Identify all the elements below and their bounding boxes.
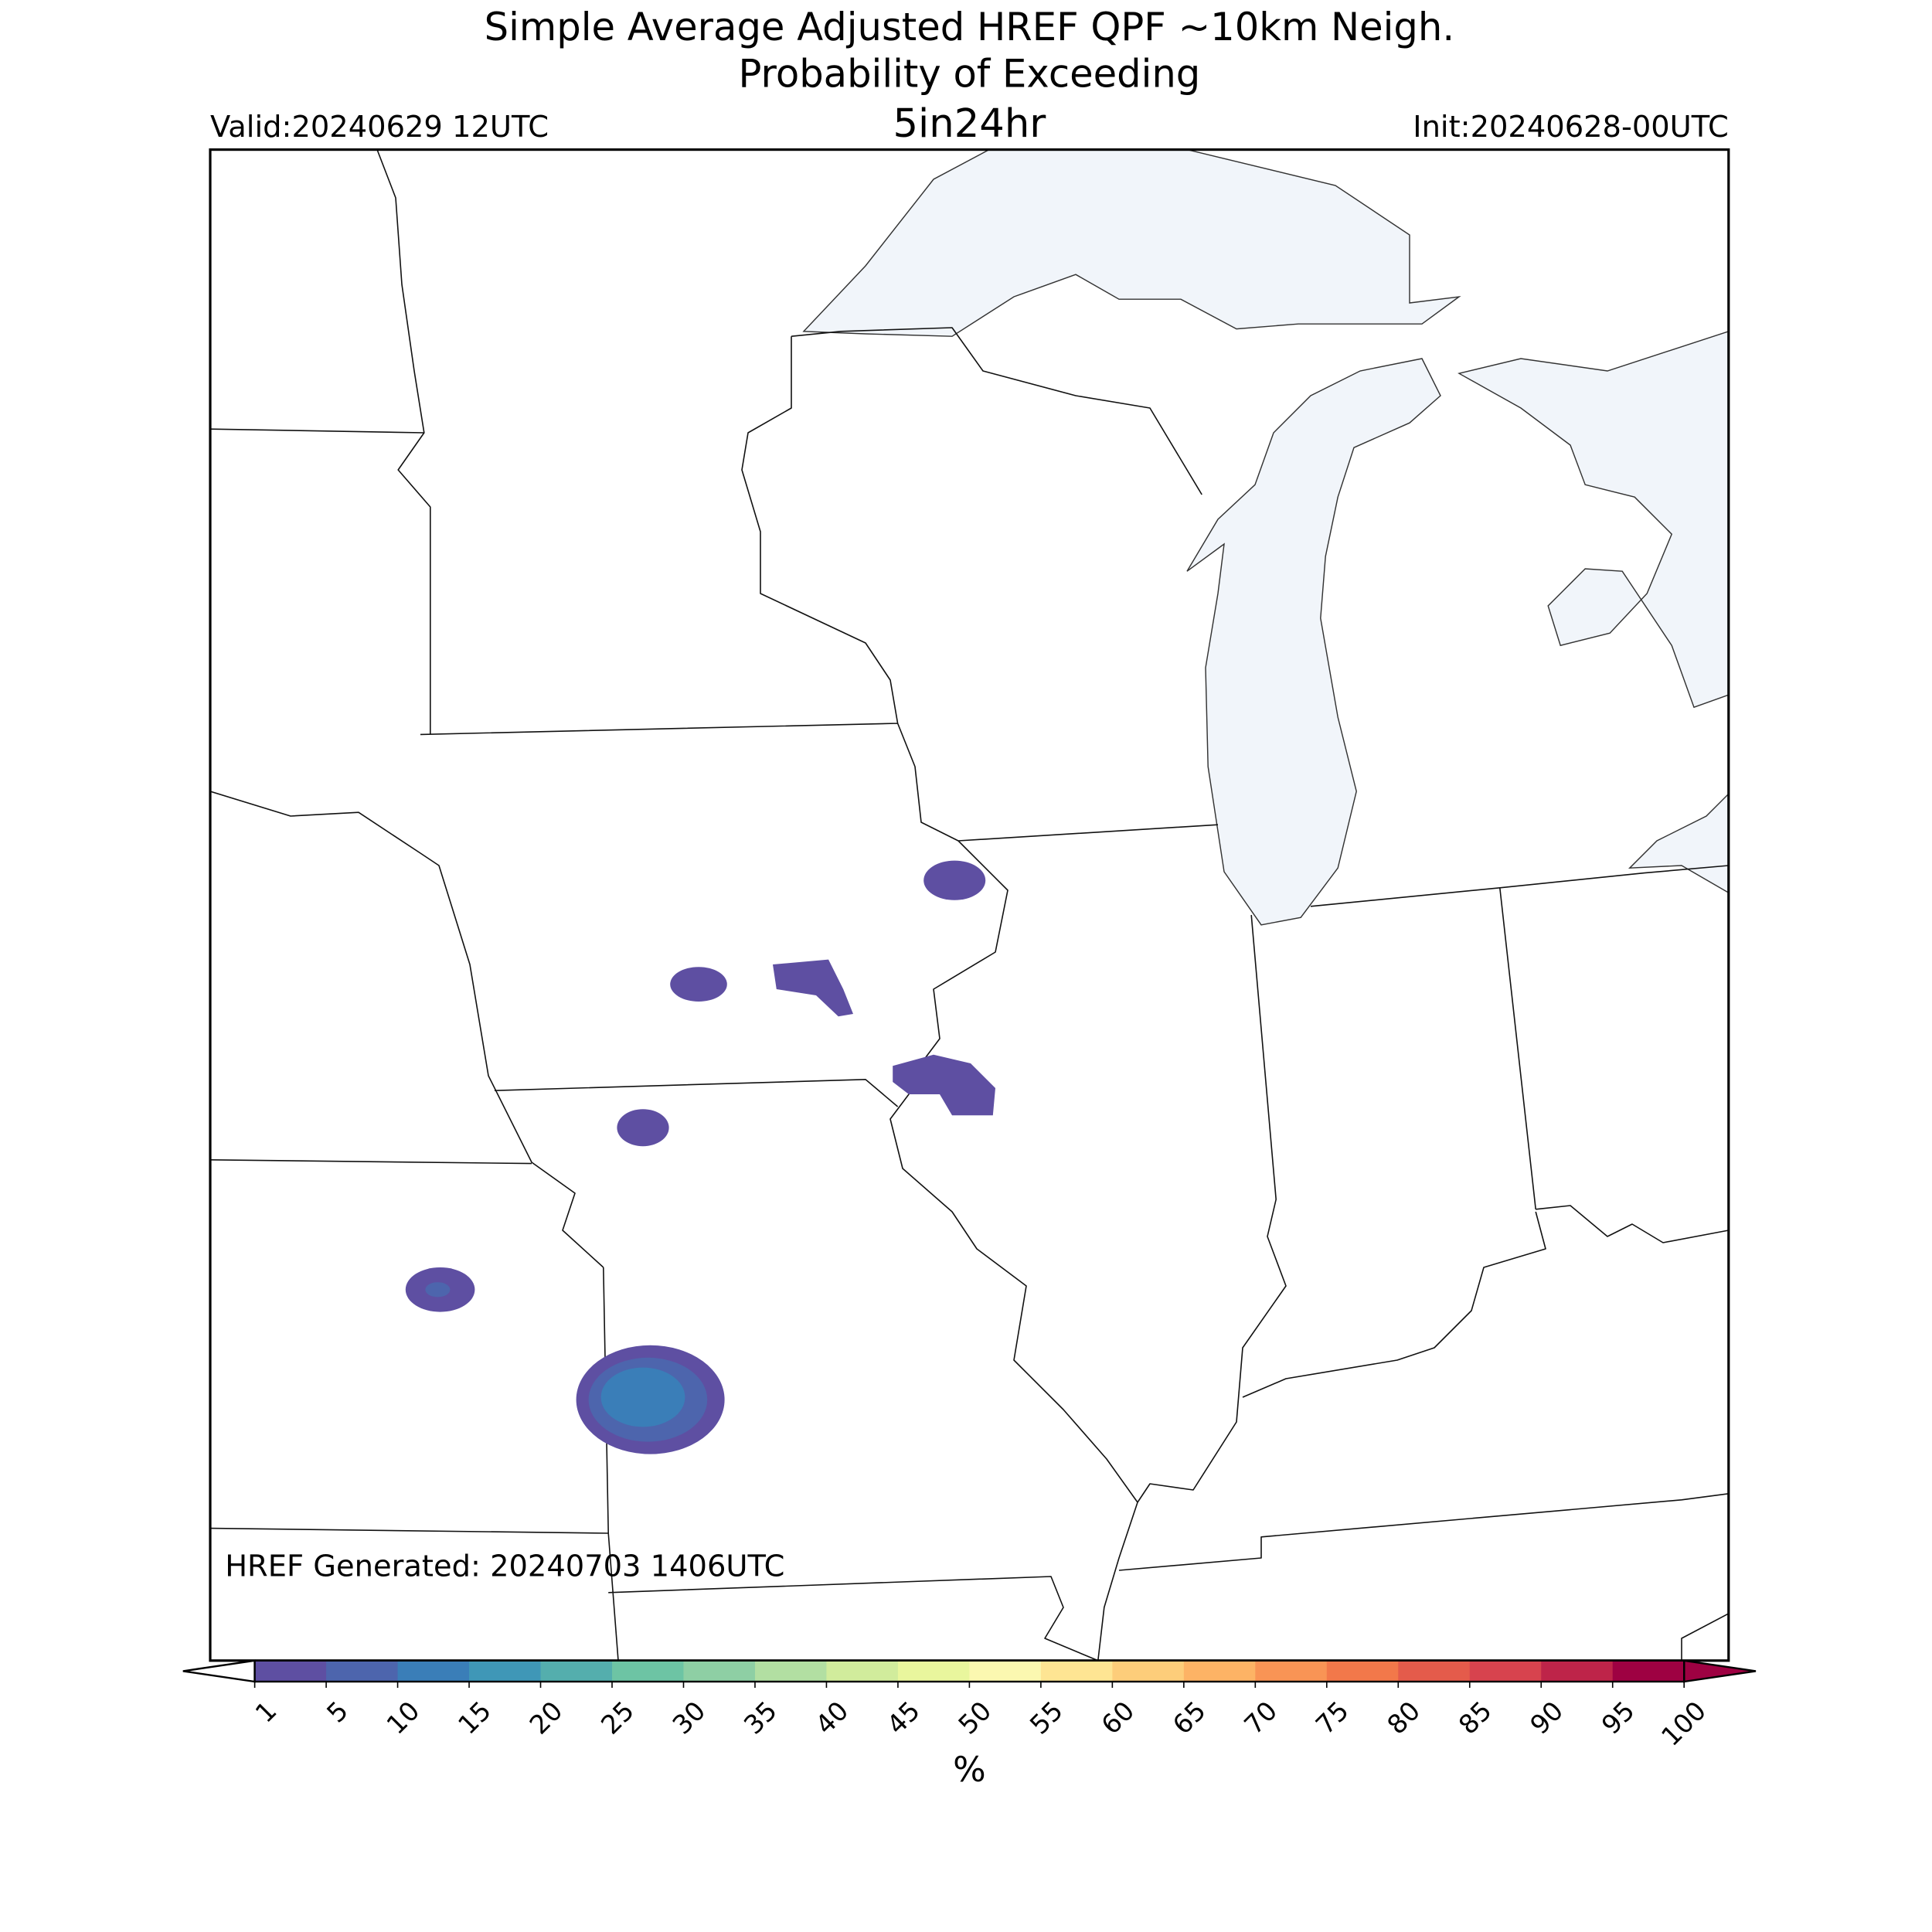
colorbar-tick-label: 5 bbox=[321, 1696, 354, 1729]
init-time: Init:20240628-00UTC bbox=[1413, 110, 1729, 145]
colorbar-tick-label: 95 bbox=[1596, 1696, 1641, 1740]
colorbar-segment bbox=[612, 1660, 685, 1682]
colorbar-tick-label: 20 bbox=[524, 1696, 569, 1740]
threshold: 5in24hr bbox=[893, 100, 1046, 147]
lake-huron bbox=[1458, 331, 1729, 709]
colorbar-segment bbox=[754, 1660, 828, 1682]
colorbar-tick-label: 60 bbox=[1096, 1696, 1141, 1740]
colorbar: 1 5 10 15 20 25 30 35 40 45 50 55 60 65 70 75 80 85 90 95 10… bbox=[182, 1659, 1757, 1752]
state-borders bbox=[210, 149, 1729, 1661]
colorbar-segment bbox=[683, 1660, 756, 1682]
colorbar-tick-label: 50 bbox=[953, 1696, 998, 1740]
probability-area bbox=[617, 1109, 669, 1147]
colorbar-segment bbox=[897, 1660, 971, 1682]
colorbar-tick-label: 15 bbox=[452, 1696, 497, 1740]
colorbar-tick-label: 85 bbox=[1453, 1696, 1498, 1740]
probability-area bbox=[923, 860, 986, 900]
colorbar-segment bbox=[1326, 1660, 1400, 1682]
colorbar-label: % bbox=[953, 1749, 986, 1790]
colorbar-segment bbox=[469, 1660, 542, 1682]
colorbar-tick-label: 70 bbox=[1239, 1696, 1284, 1740]
colorbar-tick-label: 10 bbox=[381, 1696, 426, 1740]
colorbar-tick-label: 55 bbox=[1024, 1696, 1069, 1740]
title: Simple Average Adjusted HREF QPF ~10km N… bbox=[485, 5, 1454, 49]
colorbar-tick-label: 35 bbox=[738, 1696, 783, 1740]
valid-time: Valid:20240629 12UTC bbox=[210, 110, 549, 145]
colorbar-segment bbox=[397, 1660, 470, 1682]
colorbar-segment bbox=[969, 1660, 1042, 1682]
colorbar-tick-label: 65 bbox=[1167, 1696, 1212, 1740]
map-background bbox=[210, 149, 1729, 1661]
colorbar-segment bbox=[326, 1660, 399, 1682]
probability-area bbox=[670, 967, 727, 1002]
colorbar-segment bbox=[1398, 1660, 1471, 1682]
probability-area bbox=[425, 1282, 451, 1298]
colorbar-segment bbox=[1112, 1660, 1185, 1682]
probability-area bbox=[600, 1367, 685, 1427]
colorbar-tick-label: 40 bbox=[810, 1696, 855, 1740]
colorbar-segment bbox=[1469, 1660, 1543, 1682]
colorbar-over-extension bbox=[1683, 1659, 1757, 1683]
subtitle: Probability of Exceeding bbox=[739, 52, 1201, 97]
colorbar-segment bbox=[1183, 1660, 1257, 1682]
colorbar-tick-label: 1 bbox=[250, 1696, 283, 1729]
colorbar-segment bbox=[1040, 1660, 1114, 1682]
lake-michigan bbox=[1186, 358, 1441, 926]
probability-area bbox=[893, 1054, 995, 1116]
colorbar-tick-label: 45 bbox=[881, 1696, 926, 1740]
colorbar-segment bbox=[254, 1660, 327, 1682]
probability-areas bbox=[405, 860, 995, 1454]
colorbar-segment bbox=[540, 1660, 613, 1682]
colorbar-under-extension bbox=[182, 1659, 256, 1683]
generated-note: HREF Generated: 20240703 1406UTC bbox=[225, 1549, 784, 1583]
colorbar-tick-label: 30 bbox=[667, 1696, 712, 1740]
probability-area bbox=[773, 959, 853, 1017]
colorbar-segment bbox=[1255, 1660, 1328, 1682]
colorbar-tick-label: 75 bbox=[1310, 1696, 1355, 1740]
colorbar-segment bbox=[826, 1660, 899, 1682]
colorbar-tick-label: 80 bbox=[1381, 1696, 1426, 1740]
colorbar-tick-label: 25 bbox=[595, 1696, 640, 1740]
lake-superior bbox=[802, 149, 1461, 337]
colorbar-tick-label: 90 bbox=[1524, 1696, 1569, 1740]
map bbox=[210, 149, 1729, 1661]
colorbar-tick-label: 100 bbox=[1655, 1696, 1712, 1752]
colorbar-segment bbox=[1612, 1660, 1685, 1682]
colorbar-segment bbox=[1541, 1660, 1614, 1682]
